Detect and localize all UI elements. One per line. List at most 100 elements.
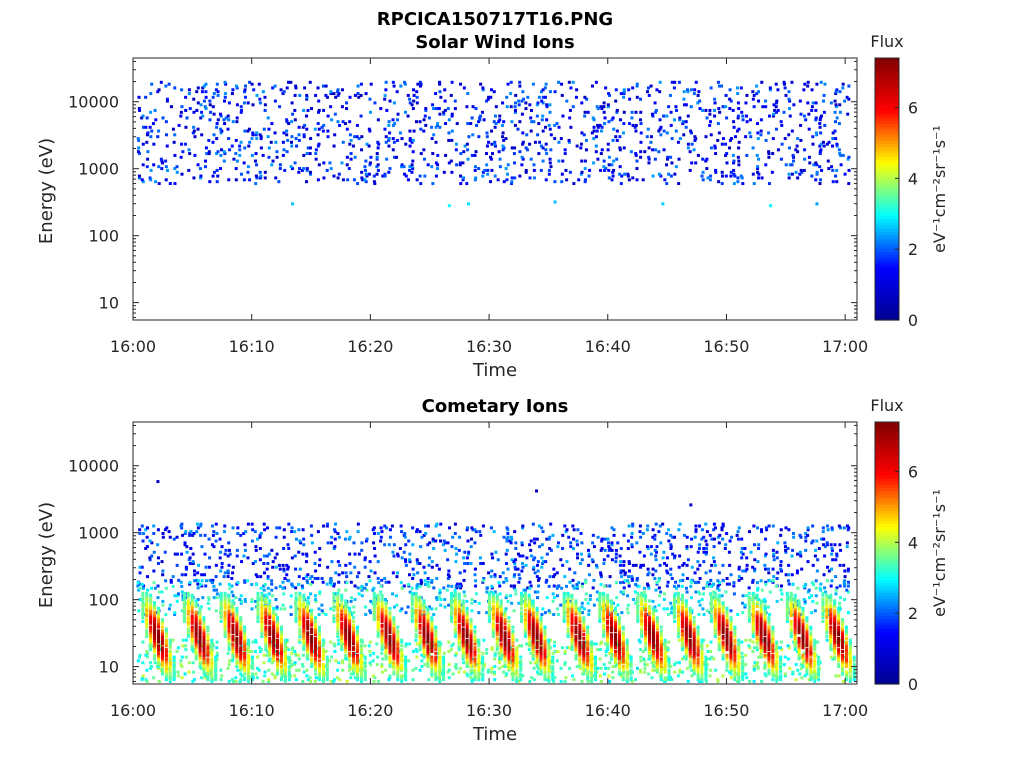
flux-cell: [294, 619, 298, 623]
flux-cell: [733, 174, 737, 178]
flux-cell: [611, 676, 615, 680]
flux-cell: [271, 159, 275, 163]
flux-cell: [843, 598, 847, 602]
flux-cell: [774, 82, 778, 86]
flux-cell: [717, 84, 721, 88]
flux-cell: [310, 642, 314, 646]
flux-cell: [799, 535, 803, 539]
flux-cell: [608, 546, 612, 550]
flux-cell: [455, 586, 459, 590]
flux-cell: [239, 105, 243, 109]
flux-cell: [783, 541, 787, 545]
flux-cell: [709, 133, 713, 137]
flux-cell: [574, 95, 578, 99]
flux-cell: [788, 114, 792, 118]
flux-cell: [180, 676, 184, 680]
flux-cell: [239, 110, 243, 114]
flux-cell: [140, 178, 144, 182]
flux-cell: [757, 90, 761, 94]
flux-cell: [187, 661, 191, 665]
flux-cell: [442, 586, 446, 590]
flux-cell: [530, 120, 534, 124]
flux-cell: [706, 581, 710, 585]
flux-cell: [235, 612, 239, 616]
flux-cell: [753, 558, 757, 562]
flux-cell: [737, 107, 741, 111]
flux-cell: [156, 135, 160, 139]
flux-cell: [268, 629, 272, 633]
flux-cell: [649, 545, 653, 549]
flux-cell: [564, 584, 568, 588]
flux-cell: [475, 123, 479, 127]
flux-cell: [603, 584, 607, 588]
flux-cell: [418, 120, 422, 124]
flux-cell: [612, 528, 616, 532]
flux-cell: [302, 108, 306, 112]
flux-cell: [689, 581, 693, 585]
flux-cell: [310, 648, 314, 652]
flux-cell: [701, 170, 705, 174]
flux-cell: [823, 123, 827, 127]
flux-cell: [332, 144, 336, 148]
flux-cell: [461, 161, 465, 165]
flux-cell: [704, 550, 708, 554]
flux-cell: [336, 595, 340, 599]
flux-cell: [688, 168, 692, 172]
flux-cell: [234, 152, 238, 156]
flux-cell: [416, 596, 420, 600]
flux-cell: [206, 638, 210, 642]
flux-cell: [559, 603, 563, 607]
flux-cell: [492, 530, 496, 534]
flux-cell: [427, 556, 431, 560]
flux-cell: [172, 537, 176, 541]
flux-cell: [618, 165, 622, 169]
flux-cell: [653, 668, 657, 672]
flux-cell: [201, 596, 205, 600]
flux-cell: [173, 133, 177, 137]
flux-cell: [179, 663, 183, 667]
flux-cell: [306, 655, 310, 659]
flux-cell: [301, 125, 305, 129]
flux-cell: [218, 112, 222, 116]
flux-cell: [160, 625, 164, 629]
flux-cell: [283, 640, 287, 644]
flux-cell: [298, 606, 302, 610]
flux-cell: [198, 610, 202, 614]
flux-cell: [149, 593, 153, 597]
flux-cell: [549, 661, 553, 665]
flux-cell: [142, 125, 146, 129]
flux-cell: [172, 670, 176, 674]
flux-cell: [256, 597, 260, 601]
flux-cell: [223, 619, 227, 623]
flux-cell: [206, 653, 210, 657]
flux-cell: [149, 633, 153, 637]
flux-cell: [242, 554, 246, 558]
flux-cell: [160, 661, 164, 665]
flux-cell: [272, 612, 276, 616]
flux-cell: [210, 642, 214, 646]
flux-cell: [810, 88, 814, 92]
flux-cell: [140, 583, 144, 587]
flux-cell: [199, 176, 203, 180]
flux-cell: [194, 618, 198, 622]
flux-cell: [682, 133, 686, 137]
flux-cell: [681, 573, 685, 577]
flux-cell: [268, 612, 272, 616]
flux-cell: [392, 84, 396, 88]
flux-cell: [164, 642, 168, 646]
flux-cell: [818, 182, 822, 186]
flux-cell: [486, 97, 490, 101]
flux-cell: [498, 118, 502, 122]
flux-cell: [250, 583, 254, 587]
flux-cell: [324, 93, 328, 97]
flux-cell: [745, 120, 749, 124]
flux-cell: [243, 638, 247, 642]
flux-cell: [145, 601, 149, 605]
flux-cell: [206, 644, 210, 648]
flux-cell: [364, 92, 368, 96]
flux-cell: [408, 552, 412, 556]
flux-cell: [768, 613, 772, 617]
flux-cell: [138, 565, 142, 569]
flux-cell: [240, 560, 244, 564]
flux-cell: [810, 541, 814, 545]
